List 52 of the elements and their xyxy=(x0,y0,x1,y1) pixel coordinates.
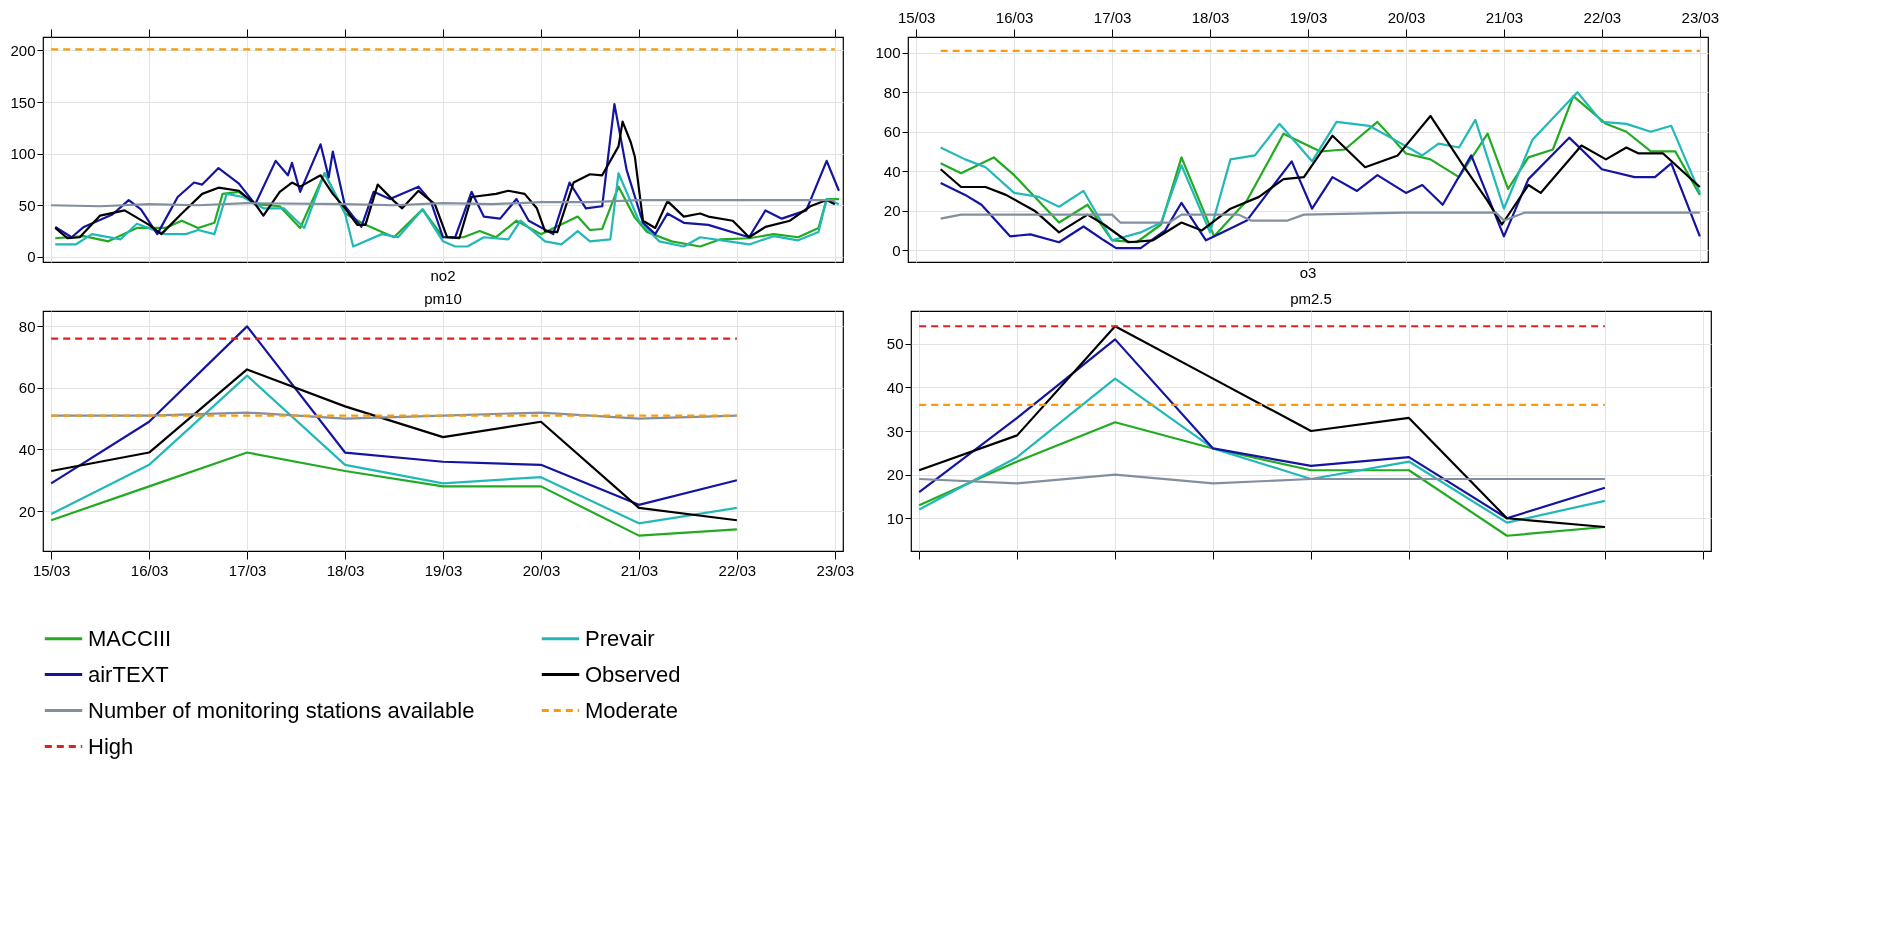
x-tick-label: 22/03 xyxy=(1583,8,1622,26)
y-tick-label: 20 xyxy=(883,202,901,220)
y-tick-label: 60 xyxy=(883,123,901,141)
y-tick-label: 100 xyxy=(10,145,36,163)
y-tick-label: 100 xyxy=(875,44,901,62)
y-tick-label: 0 xyxy=(892,241,901,259)
y-tick-label: 30 xyxy=(886,422,904,440)
y-tick-label: 60 xyxy=(18,379,36,397)
x-tick-label: 21/03 xyxy=(1485,8,1524,26)
text: no2 xyxy=(430,266,456,284)
legend-label: Observed xyxy=(585,661,681,687)
legend-label: airTEXT xyxy=(88,661,169,687)
x-tick-label: 18/03 xyxy=(1191,8,1230,26)
x-tick-label: 18/03 xyxy=(326,561,365,579)
y-tick-label: 150 xyxy=(10,93,36,111)
chart-title: pm2.5 xyxy=(1290,290,1332,307)
legend-label: Prevair xyxy=(585,625,655,651)
legend-label: Number of monitoring stations available xyxy=(88,697,475,723)
x-tick-label: 17/03 xyxy=(228,561,267,579)
y-tick-label: 0 xyxy=(27,248,36,266)
y-tick-label: 50 xyxy=(18,196,36,214)
x-tick-label: 21/03 xyxy=(620,561,659,579)
y-tick-label: 80 xyxy=(883,83,901,101)
x-tick-label: 19/03 xyxy=(424,561,463,579)
y-tick-label: 40 xyxy=(883,162,901,180)
y-tick-label: 40 xyxy=(18,440,36,458)
x-tick-label: 23/03 xyxy=(816,561,855,579)
x-tick-label: 16/03 xyxy=(130,561,169,579)
y-tick-label: 80 xyxy=(18,317,36,335)
y-tick-label: 20 xyxy=(886,466,904,484)
x-tick-label: 20/03 xyxy=(1387,8,1426,26)
legend-label: High xyxy=(88,733,134,759)
y-tick-label: 20 xyxy=(18,502,36,520)
legend-label: MACCIII xyxy=(88,625,172,651)
x-tick-label: 16/03 xyxy=(995,8,1034,26)
x-tick-label: 20/03 xyxy=(522,561,561,579)
legend-label: Moderate xyxy=(585,697,678,723)
line-series xyxy=(50,325,738,506)
x-tick-label: 23/03 xyxy=(1681,8,1720,26)
line-series xyxy=(50,451,738,537)
y-tick-label: 200 xyxy=(10,41,36,59)
x-tick-label: 17/03 xyxy=(1093,8,1132,26)
x-tick-label: 22/03 xyxy=(718,561,757,579)
chart-title: pm10 xyxy=(424,290,462,307)
x-tick-label: 15/03 xyxy=(897,8,936,26)
text: o3 xyxy=(1299,264,1317,281)
y-tick-label: 50 xyxy=(886,335,904,353)
y-tick-label: 40 xyxy=(886,378,904,396)
x-tick-label: 19/03 xyxy=(1289,8,1328,26)
y-tick-label: 10 xyxy=(886,509,904,527)
x-tick-label: 15/03 xyxy=(32,561,71,579)
line-series xyxy=(918,377,1606,524)
